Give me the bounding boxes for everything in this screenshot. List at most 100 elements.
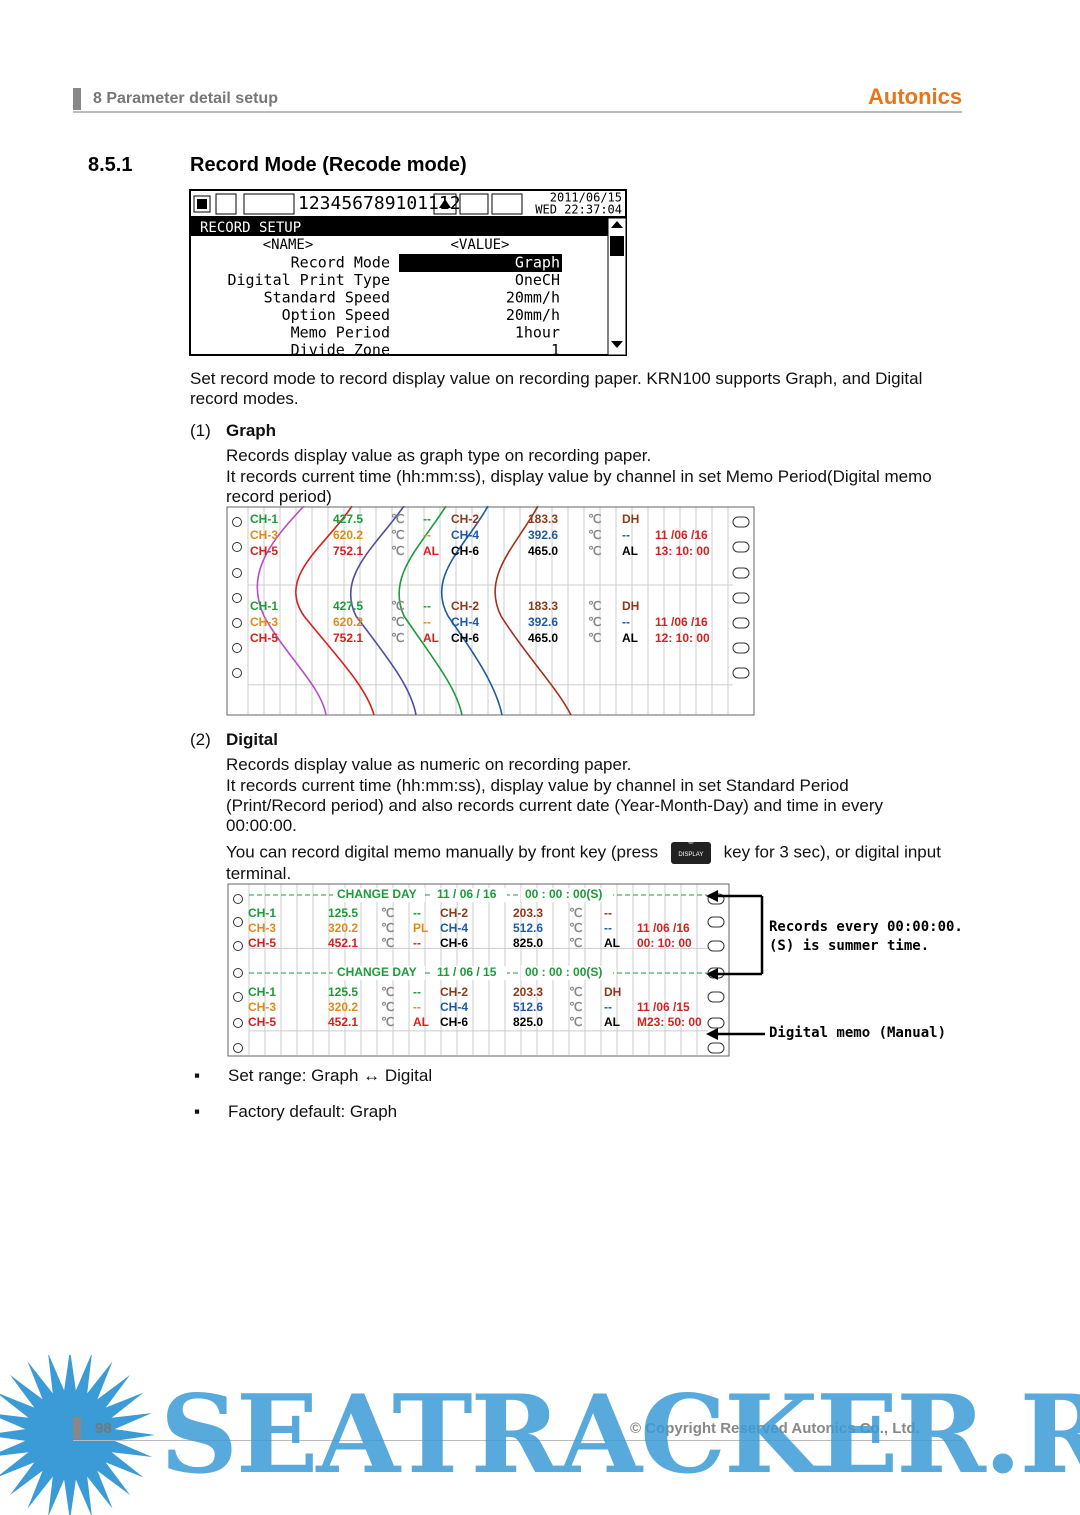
header-bar [73, 88, 81, 110]
record-cell: ℃ [391, 528, 404, 542]
page-number: 98 [95, 1420, 112, 1437]
hole [707, 991, 725, 1003]
record-cell: 11 /06 /16 [655, 615, 708, 629]
record-cell: ℃ [569, 906, 582, 920]
record-cell: -- [413, 1000, 421, 1014]
brand: Autonics [868, 84, 963, 109]
param-name: Record Mode [291, 254, 390, 272]
record-cell: CH-5 [250, 631, 278, 645]
record-cell: -- [622, 528, 630, 542]
record-cell: ℃ [569, 921, 582, 935]
record-cell: CH-5 [250, 544, 278, 558]
param-value: 20mm/h [506, 306, 560, 324]
record-cell: 320.2 [328, 1000, 358, 1014]
record-cell: CH-6 [451, 631, 479, 645]
record-cell: CH-6 [440, 1015, 468, 1029]
paragraph: You can record digital memo manually by … [226, 842, 946, 884]
hole [233, 941, 243, 951]
record-cell: CH-1 [248, 906, 276, 920]
lcd-screen: 123456789101112 2011/06/15 WED 22:37:04 … [189, 189, 627, 358]
hole [232, 542, 242, 552]
record-cell: ℃ [391, 544, 404, 558]
record-cell: 512.6 [513, 1000, 543, 1014]
hole [232, 668, 242, 678]
callout-arrows [706, 890, 765, 1040]
paragraph: Records display value as graph type on r… [226, 446, 652, 465]
change-day: 11 / 06 / 15 [437, 965, 497, 979]
record-cell: 825.0 [513, 1015, 543, 1029]
footer-bar [73, 1417, 81, 1439]
record-cell: ℃ [569, 1000, 582, 1014]
record-cell: CH-2 [440, 906, 468, 920]
hole [232, 517, 242, 527]
record-cell: -- [604, 1000, 612, 1014]
footer-rule [73, 1440, 962, 1441]
text: key for 3 sec), or digital input termina… [226, 842, 941, 883]
graph-paper: CH-1 427.5 ℃ -- CH-2 183.3 ℃ DH CH-3 620.2 ℃ -- CH-4… [226, 506, 755, 716]
record-cell: CH-1 [250, 599, 278, 613]
record-cell: -- [423, 528, 431, 542]
hole [233, 1018, 243, 1028]
record-cell: ℃ [391, 512, 404, 526]
hole [707, 1017, 725, 1029]
channel-indicators: 123456789101112 [298, 193, 461, 214]
change-day: CHANGE DAY [337, 965, 417, 979]
hole [707, 916, 725, 928]
digital-paper: CH-1 125.5 ℃ -- CH-2 203.3 ℃ -- CH-3 320.2 ℃ PL CH-4… [227, 883, 730, 1057]
hole [232, 618, 242, 628]
record-cell: CH-2 [451, 512, 479, 526]
change-day: 00 : 00 : 00(S) [525, 887, 602, 901]
hole [732, 642, 750, 654]
hole [732, 667, 750, 679]
param-name: Memo Period [291, 324, 390, 342]
section-title: Digital [226, 730, 278, 749]
param-name: Divide Zone [291, 341, 390, 358]
bullet-mark: ▪ [194, 1066, 201, 1085]
hole [233, 992, 243, 1002]
bullet-mark: ▪ [194, 1102, 201, 1121]
param-value: OneCH [515, 271, 560, 289]
hole [233, 1043, 243, 1053]
record-cell: 825.0 [513, 936, 543, 950]
hole [232, 568, 242, 578]
callout: Digital memo (Manual) [769, 1025, 947, 1041]
record-cell: CH-4 [440, 1000, 468, 1014]
record-cell: AL [423, 631, 439, 645]
record-cell: CH-4 [451, 615, 479, 629]
hole [707, 1042, 725, 1054]
text-bg [333, 888, 425, 902]
section-number: (1) [190, 421, 211, 440]
record-cell: -- [423, 615, 431, 629]
record-cell: 392.6 [528, 615, 558, 629]
col-name: <NAME> [263, 237, 314, 253]
hole [732, 617, 750, 629]
record-cell: ℃ [569, 1015, 582, 1029]
param-name: Standard Speed [264, 289, 390, 307]
record-cell: -- [604, 906, 612, 920]
record-cell: 125.5 [328, 985, 358, 999]
screen-date: 2011/06/15 [550, 191, 622, 205]
hole [732, 516, 750, 528]
record-cell: CH-2 [440, 985, 468, 999]
record-cell: ℃ [381, 906, 394, 920]
record-cell: AL [604, 1015, 620, 1029]
section-number: (2) [190, 730, 211, 749]
intro: Set record mode to record display value … [190, 369, 923, 408]
callout: Records every 00:00:00. [769, 919, 963, 935]
record-cell: DH [622, 512, 639, 526]
record-cell: 465.0 [528, 544, 558, 558]
record-cell: 00: 10: 00 [637, 936, 692, 950]
record-cell: -- [413, 985, 421, 999]
param-value: Graph [515, 254, 560, 272]
record-cell: 11 /06 /15 [637, 1000, 690, 1014]
record-cell: 392.6 [528, 528, 558, 542]
col-value: <VALUE> [450, 237, 509, 253]
record-cell: ℃ [588, 631, 601, 645]
record-cell: DH [622, 599, 639, 613]
record-cell: AL [413, 1015, 429, 1029]
record-cell: 11 /06 /16 [637, 921, 690, 935]
header-rule [73, 111, 962, 113]
text-bg [433, 888, 507, 902]
record-cell: 183.3 [528, 512, 558, 526]
